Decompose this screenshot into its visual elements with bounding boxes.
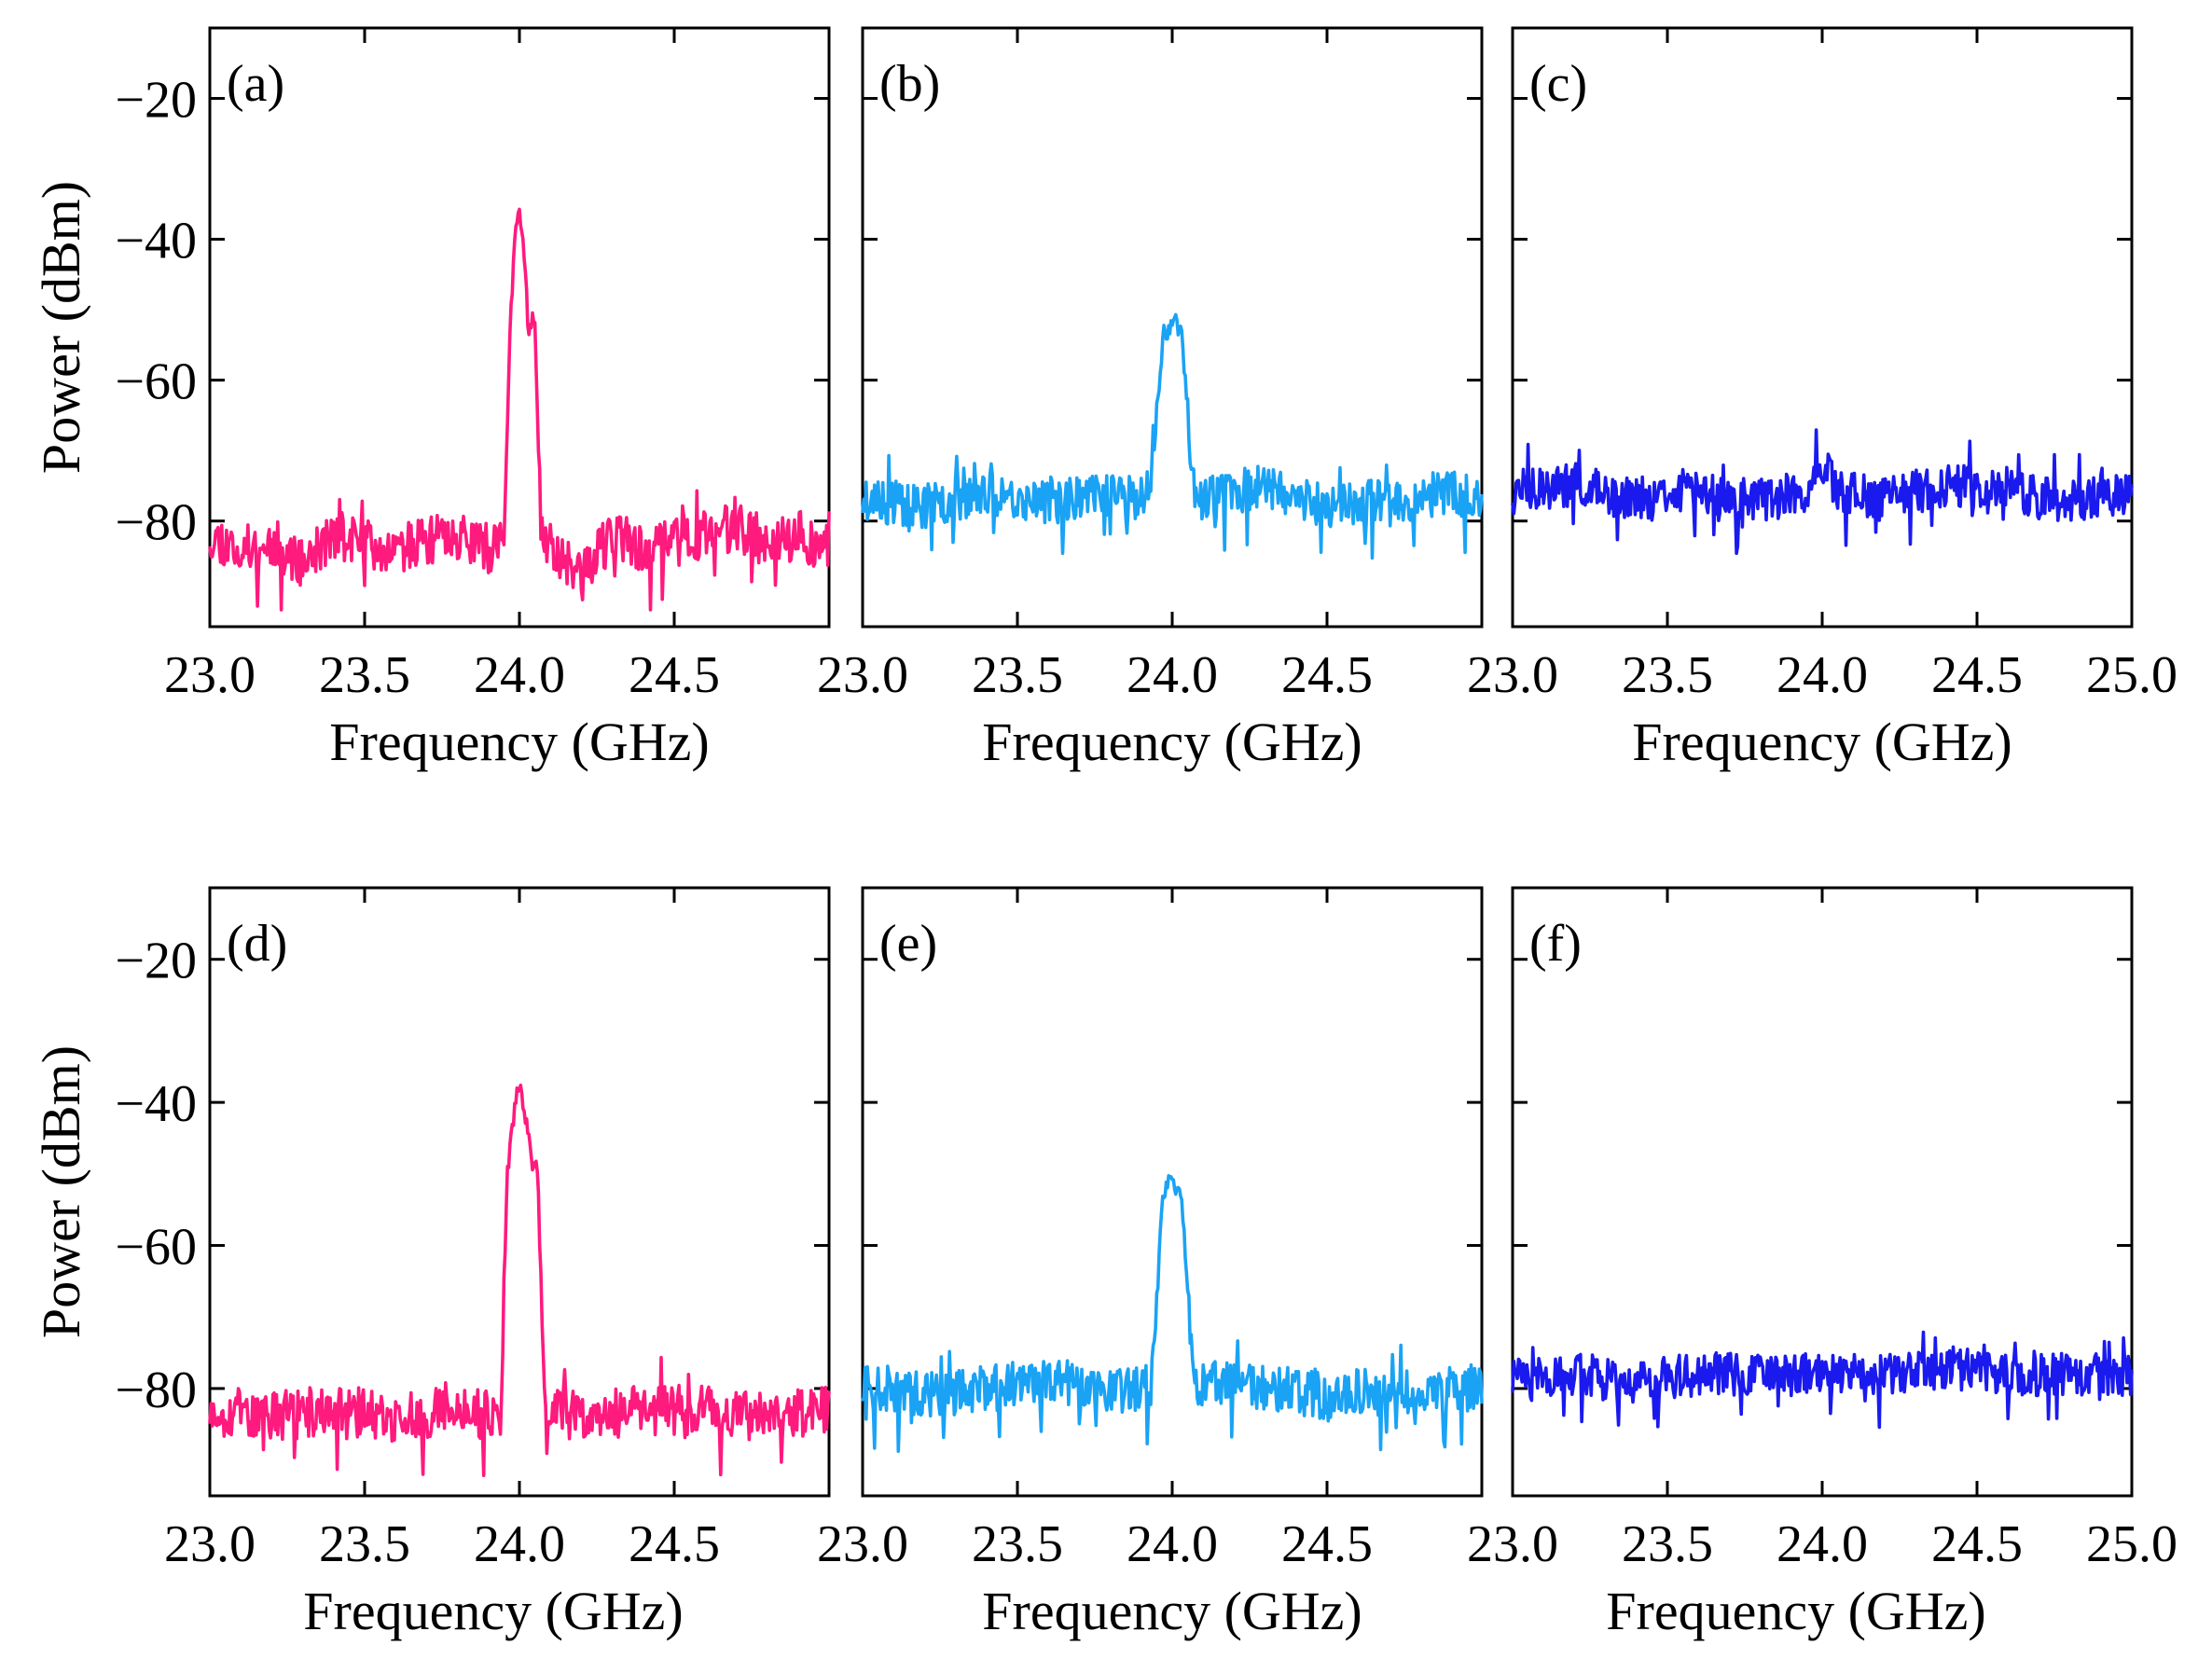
x-tick-label: 24.0 [1127, 1515, 1218, 1573]
y-tick-label: −40 [115, 213, 197, 270]
series-line-c [1511, 428, 2134, 556]
x-tick-label: 24.0 [1127, 646, 1218, 704]
x-tick-label: 24.5 [629, 646, 720, 704]
x-axis-label: Frequency (GHz) [982, 712, 1362, 772]
x-tick-label: 24.5 [1931, 646, 2023, 704]
x-tick-label: 23.5 [972, 1515, 1063, 1573]
y-tick-label: −60 [115, 1219, 197, 1277]
x-tick-label: 23.5 [1622, 646, 1713, 704]
x-tick-label: 24.5 [1931, 1515, 2023, 1573]
x-tick-label: 24.5 [629, 1515, 720, 1573]
x-tick-label: 23.5 [319, 1515, 410, 1573]
chart-panel-6: 23.0 23.5 24.0 24.5 25.0 Frequency (GHz) (f) [1467, 886, 2177, 1641]
y-tick-label: −80 [115, 494, 197, 552]
x-axis-label: Frequency (GHz) [1606, 1581, 1985, 1641]
plot-frame [861, 26, 1484, 629]
x-tick-label: 24.0 [1777, 1515, 1868, 1573]
chart-panel-3: 23.0 23.5 24.0 24.5 25.0 Frequency (GHz) (c) [1467, 26, 2177, 772]
x-tick-label: 24.0 [474, 646, 565, 704]
x-tick-label: 23.0 [164, 646, 256, 704]
panel-label: (b) [879, 55, 940, 113]
panel-label: (c) [1529, 55, 1587, 113]
chart-panel-2: 23.0 23.5 24.0 24.5 Frequency (GHz) (b) [817, 26, 1484, 772]
y-tick-label: −80 [115, 1362, 197, 1419]
x-tick-label: 25.0 [2086, 646, 2177, 704]
x-tick-label: 23.0 [817, 646, 908, 704]
x-axis-label: Frequency (GHz) [303, 1581, 683, 1641]
plots-layer: 23.0 23.5 24.0 24.5 −20 −40 −60 −80 Frequency (G… [31, 26, 2177, 1641]
x-axis-label: Frequency (GHz) [1632, 712, 2012, 772]
x-tick-label: 24.5 [1281, 1515, 1373, 1573]
x-tick-label: 24.0 [474, 1515, 565, 1573]
x-tick-label: 23.0 [1467, 646, 1558, 704]
y-tick-label: −20 [115, 72, 197, 130]
y-axis-label: Power (dBm) [31, 1045, 91, 1338]
x-axis-label: Frequency (GHz) [982, 1581, 1362, 1641]
x-tick-label: 24.5 [1281, 646, 1373, 704]
y-tick-label: −60 [115, 353, 197, 411]
panel-label: (e) [879, 915, 937, 973]
x-tick-label: 23.5 [972, 646, 1063, 704]
x-tick-label: 23.0 [817, 1515, 908, 1573]
series-line-b [861, 312, 1484, 560]
series-line-e [861, 1174, 1484, 1453]
y-tick-label: −20 [115, 933, 197, 990]
x-tick-label: 25.0 [2086, 1515, 2177, 1573]
panel-label: (d) [227, 915, 287, 973]
x-tick-label: 23.5 [1622, 1515, 1713, 1573]
chart-panel-4: 23.0 23.5 24.0 24.5 −20 −40 −60 −80 Frequency (G… [31, 886, 831, 1641]
chart-panel-1: 23.0 23.5 24.0 24.5 −20 −40 −60 −80 Frequency (G… [31, 26, 831, 772]
series-line-f [1511, 1330, 2134, 1430]
y-axis-label: Power (dBm) [31, 181, 91, 474]
x-tick-label: 23.5 [319, 646, 410, 704]
x-tick-label: 23.0 [1467, 1515, 1558, 1573]
plot-frame [1511, 886, 2134, 1498]
x-axis-label: Frequency (GHz) [329, 712, 709, 772]
x-tick-label: 24.0 [1777, 646, 1868, 704]
y-tick-label: −40 [115, 1075, 197, 1133]
panel-label: (f) [1529, 915, 1582, 973]
panel-label: (a) [227, 55, 284, 113]
chart-panel-5: 23.0 23.5 24.0 24.5 Frequency (GHz) (e) [817, 886, 1484, 1641]
series-line-d [208, 1083, 831, 1477]
plot-frame [1511, 26, 2134, 629]
series-line-a [208, 207, 831, 612]
x-tick-label: 23.0 [164, 1515, 256, 1573]
